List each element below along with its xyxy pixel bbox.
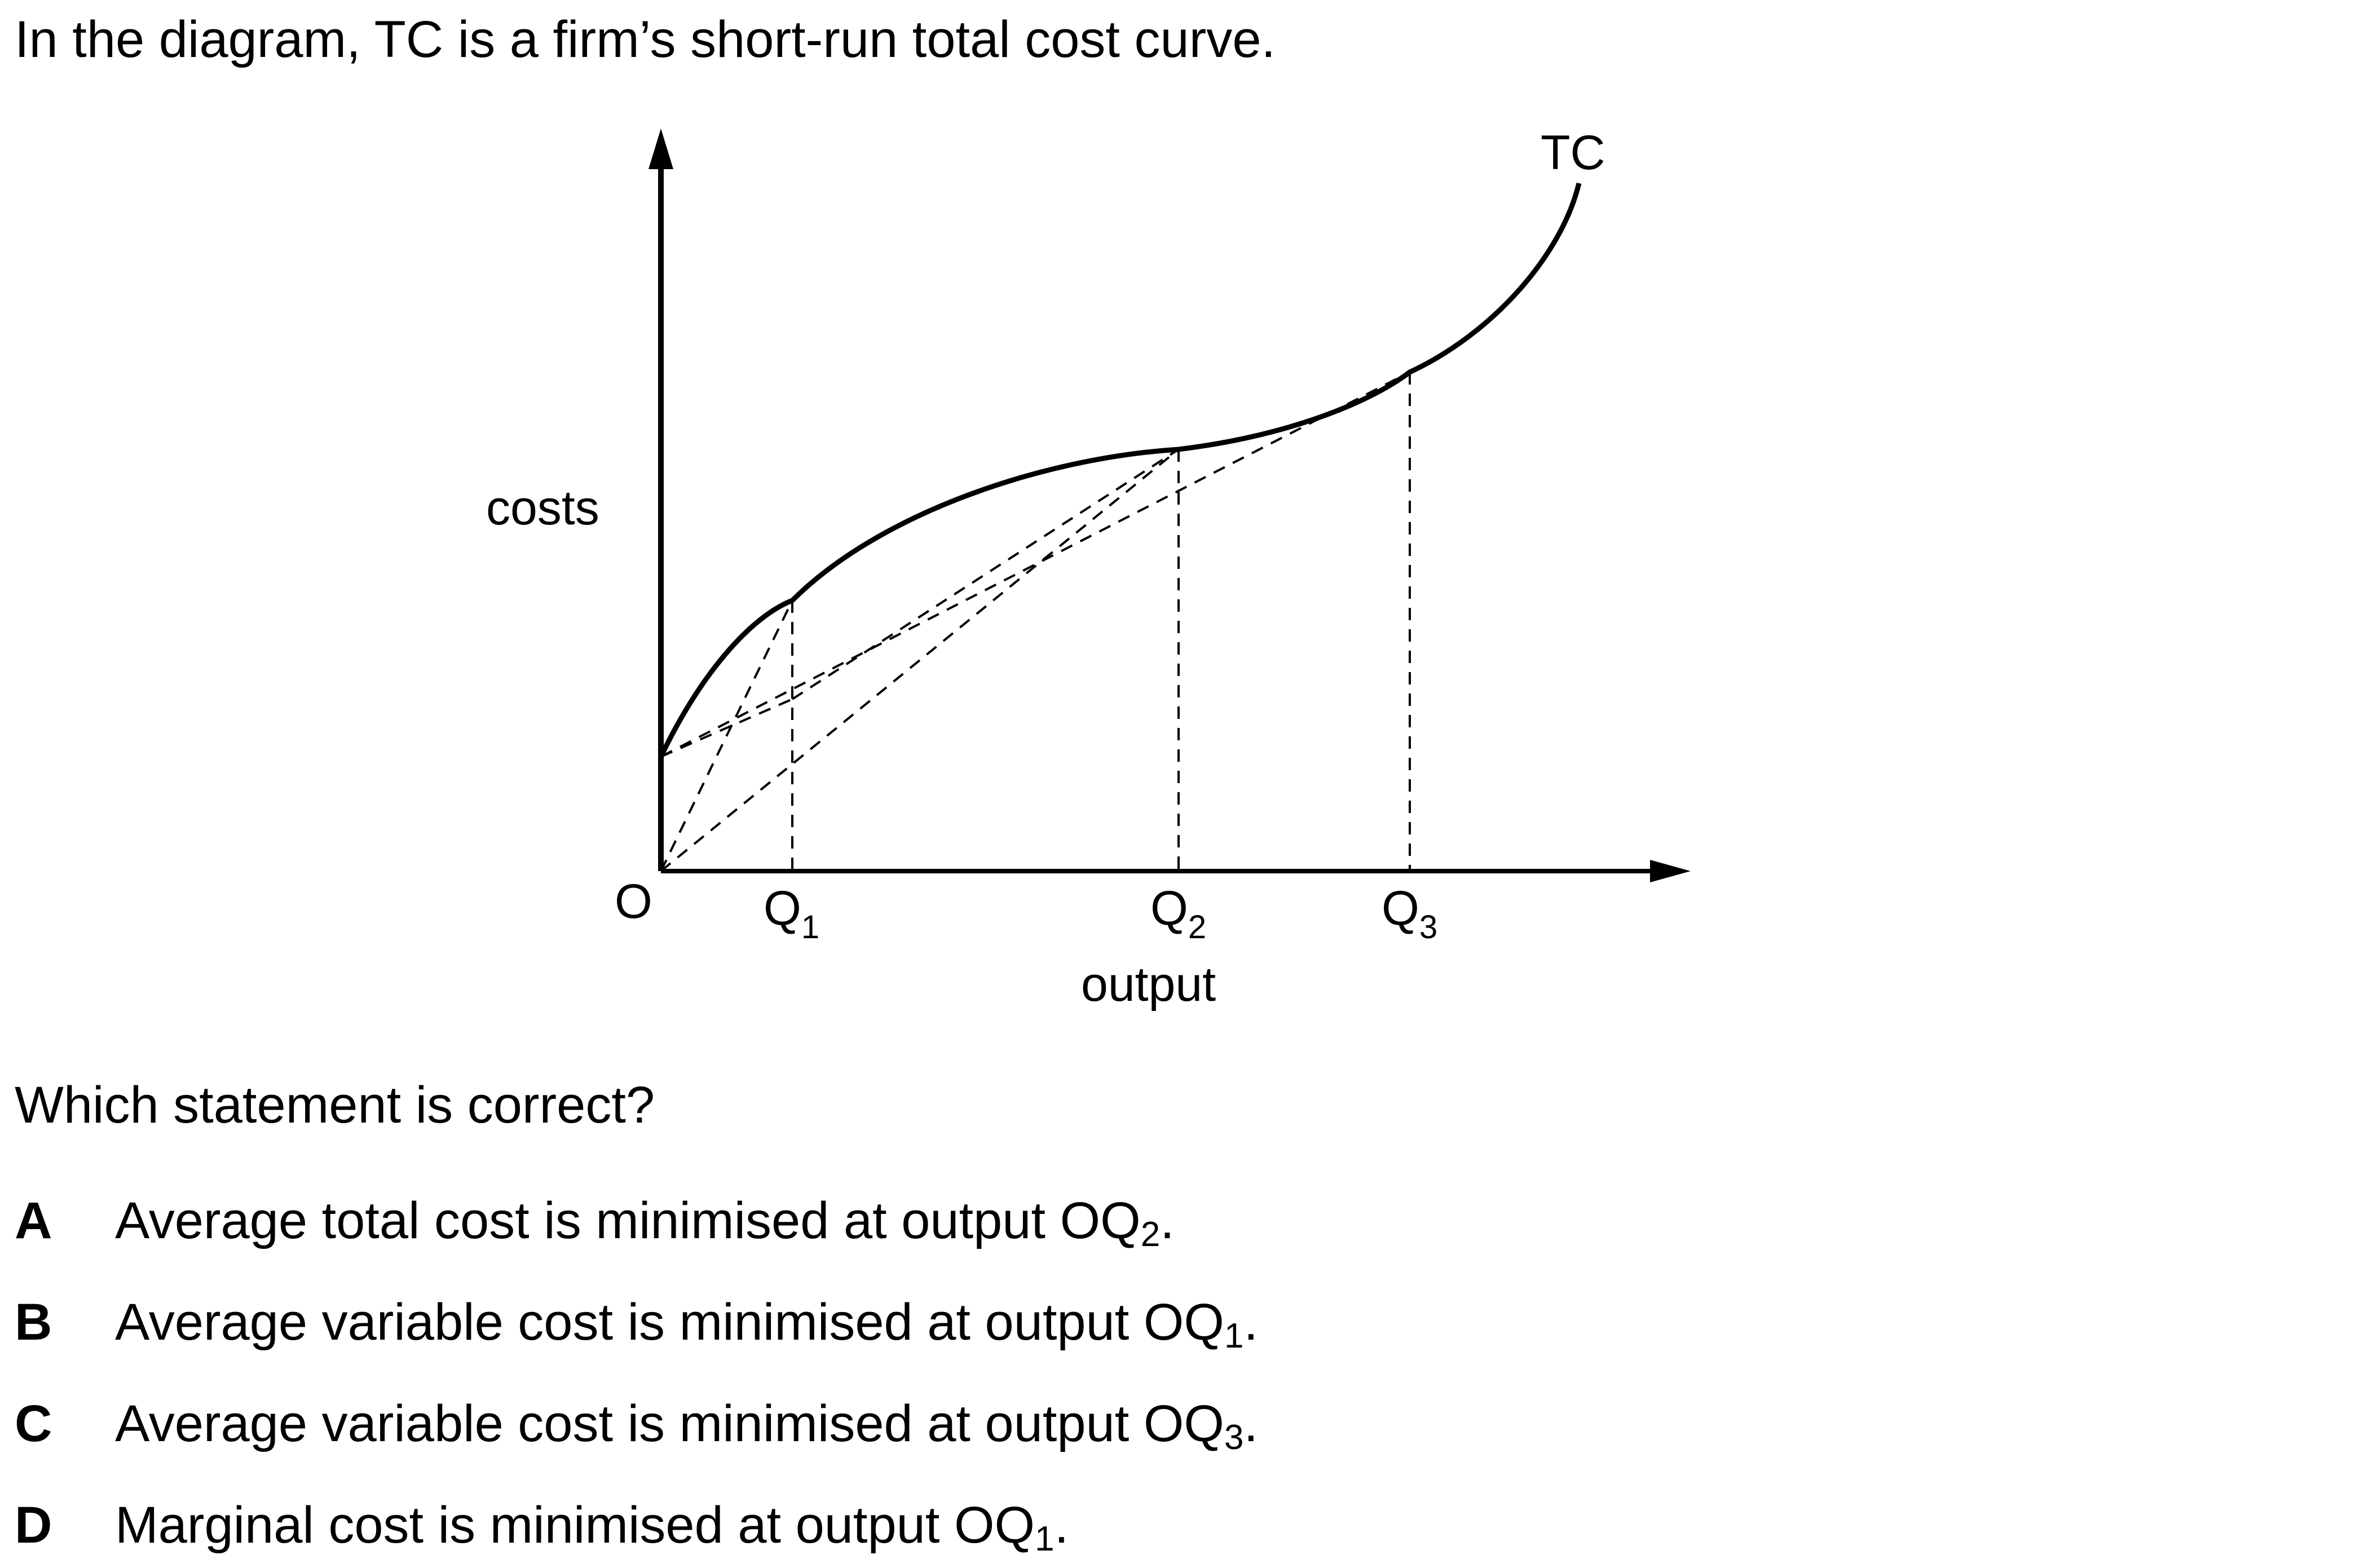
tc-label: TC — [1541, 126, 1605, 180]
option-text: Average variable cost is minimised at ou… — [115, 1293, 1224, 1351]
q3-label: Q3 — [1382, 881, 1437, 946]
y-axis-label: costs — [486, 481, 599, 535]
option-end: . — [1243, 1395, 1259, 1452]
ray-fixed-cost-to-q2 — [791, 448, 1180, 700]
option-text: Marginal cost is minimised at output OQ — [115, 1496, 1035, 1554]
option-end: . — [1160, 1192, 1175, 1249]
option-subscript: 1 — [1035, 1520, 1055, 1558]
option-d[interactable]: D Marginal cost is minimised at output OQ… — [15, 1491, 1069, 1559]
option-a[interactable]: A Average total cost is minimised at outp… — [15, 1187, 1175, 1255]
option-c[interactable]: C Average variable cost is minimised at o… — [15, 1390, 1258, 1457]
q2-label: Q2 — [1150, 881, 1206, 946]
option-end: . — [1243, 1293, 1259, 1351]
option-text: Average total cost is minimised at outpu… — [115, 1192, 1141, 1249]
y-axis-arrow-icon — [649, 129, 673, 169]
option-end: . — [1054, 1496, 1069, 1554]
option-b[interactable]: B Average variable cost is minimised at o… — [15, 1288, 1258, 1356]
ray-fixed-cost-to-q1 — [660, 698, 793, 758]
option-text: Average variable cost is minimised at ou… — [115, 1395, 1224, 1452]
ray-origin-to-q2 — [660, 448, 1180, 872]
x-axis-label: output — [1081, 957, 1216, 1012]
q1-label: Q1 — [764, 881, 819, 946]
option-subscript: 3 — [1224, 1418, 1244, 1457]
option-subscript: 2 — [1140, 1215, 1161, 1254]
option-letter: C — [15, 1395, 52, 1452]
tc-curve — [658, 182, 1582, 758]
option-letter: D — [15, 1496, 52, 1554]
option-letter: B — [15, 1293, 52, 1351]
tc-diagram: costs output O TC Q1 Q2 Q3 — [486, 126, 1691, 1012]
intro-text: In the diagram, TC is a firm’s short-run… — [15, 11, 1276, 68]
ray-origin-to-q1 — [660, 600, 793, 872]
origin-label: O — [615, 874, 652, 929]
x-axis-arrow-icon — [1650, 860, 1691, 882]
option-letter: A — [15, 1192, 52, 1249]
ray-fixed-cost-to-q3 — [660, 371, 1410, 758]
question-text: Which statement is correct? — [15, 1076, 655, 1134]
option-subscript: 1 — [1224, 1317, 1244, 1355]
